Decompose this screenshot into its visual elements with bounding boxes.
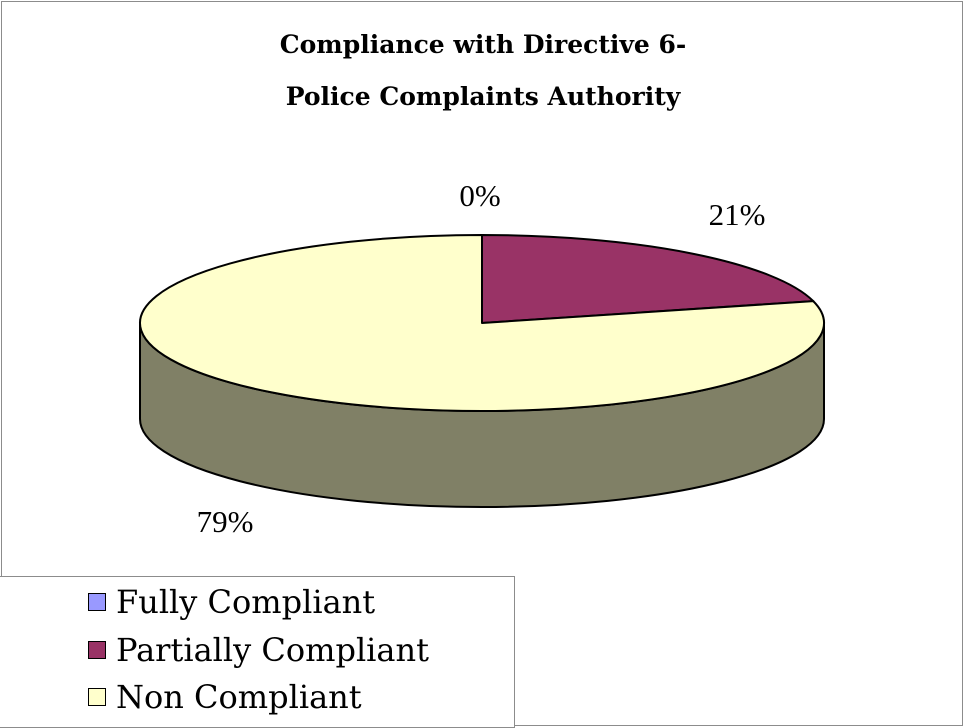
data-label-partially-compliant: 21% <box>709 197 766 232</box>
data-label-non-compliant: 79% <box>197 504 254 539</box>
legend-swatch-non-compliant <box>88 688 106 706</box>
pie-chart: 0% 21% 79% <box>139 178 825 539</box>
chart-title-line-1: Compliance with Directive 6- <box>279 30 687 59</box>
legend-label-non-compliant: Non Compliant <box>116 678 362 716</box>
legend-label-partially-compliant: Partially Compliant <box>116 631 429 669</box>
pie-slice-partially-compliant <box>481 234 815 324</box>
pie-slices <box>139 234 825 412</box>
legend-item-non-compliant: Non Compliant <box>88 677 362 717</box>
legend-item-fully-compliant: Fully Compliant <box>88 582 375 622</box>
legend-label-fully-compliant: Fully Compliant <box>116 583 376 621</box>
legend-item-partially-compliant: Partially Compliant <box>88 630 429 670</box>
pie-slice-non-compliant <box>139 234 825 412</box>
chart-title-line-2: Police Complaints Authority <box>285 82 681 111</box>
data-label-fully-compliant: 0% <box>459 178 500 213</box>
chart-legend: Fully Compliant Partially Compliant Non … <box>0 576 515 728</box>
legend-swatch-fully-compliant <box>88 593 106 611</box>
legend-swatch-partially-compliant <box>88 641 106 659</box>
